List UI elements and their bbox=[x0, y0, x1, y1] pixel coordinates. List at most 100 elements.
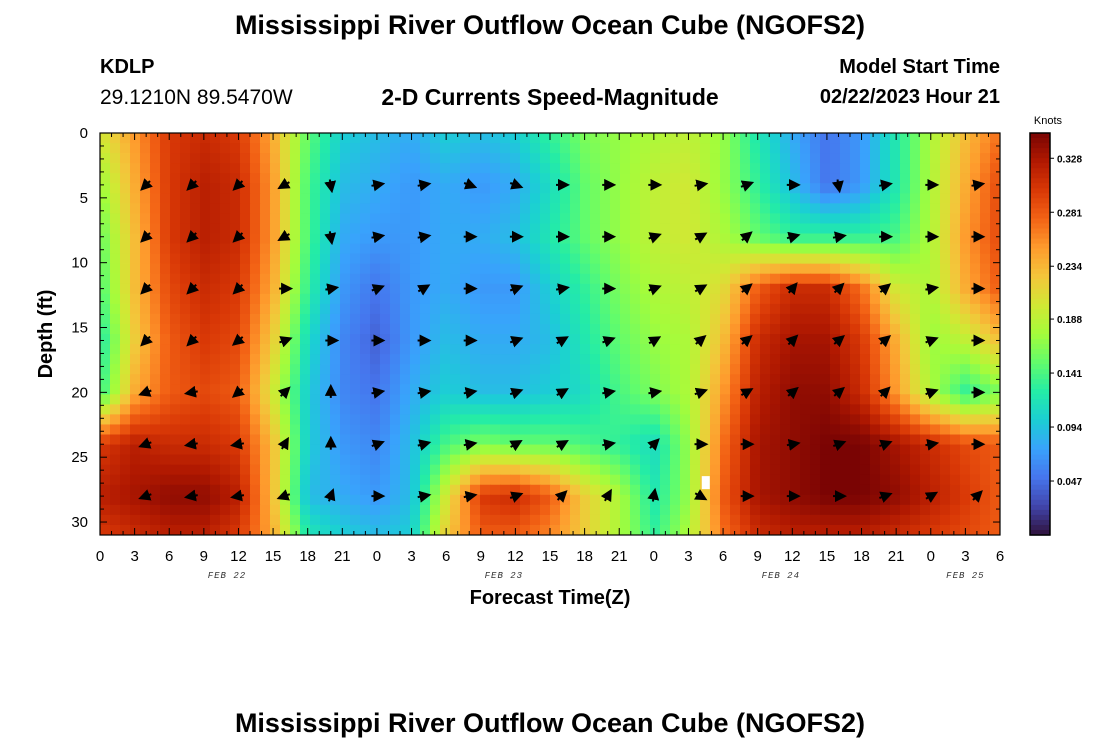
heatmap-cell bbox=[120, 394, 131, 405]
heatmap-cell bbox=[730, 133, 741, 144]
heatmap-cell bbox=[740, 243, 751, 255]
heatmap-cell bbox=[270, 153, 281, 164]
heatmap-cell bbox=[180, 404, 191, 415]
heatmap-cell bbox=[640, 504, 651, 516]
heatmap-cell bbox=[830, 344, 841, 355]
heatmap-cell bbox=[940, 153, 951, 164]
heatmap-cell bbox=[340, 334, 351, 345]
heatmap-cell bbox=[480, 313, 491, 325]
heatmap-cell bbox=[720, 233, 731, 245]
heatmap-cell bbox=[980, 183, 991, 194]
heatmap-cell bbox=[250, 364, 261, 375]
heatmap-cell bbox=[540, 163, 551, 174]
heatmap-cell bbox=[590, 223, 601, 235]
heatmap-cell bbox=[620, 323, 631, 335]
heatmap-cell bbox=[340, 344, 351, 355]
heatmap-cell bbox=[810, 444, 821, 456]
heatmap-cell bbox=[910, 283, 921, 295]
heatmap-cell bbox=[860, 524, 871, 535]
heatmap-cell bbox=[400, 163, 411, 174]
heatmap-cell bbox=[350, 143, 361, 154]
heatmap-cell bbox=[410, 524, 421, 535]
heatmap-cell bbox=[820, 153, 831, 164]
heatmap-cell bbox=[520, 384, 531, 395]
heatmap-cell bbox=[250, 354, 261, 365]
heatmap-cell bbox=[730, 494, 741, 506]
heatmap-cell bbox=[500, 424, 511, 436]
heatmap-cell bbox=[430, 384, 441, 395]
heatmap-cell bbox=[180, 263, 191, 275]
heatmap-cell bbox=[650, 313, 661, 325]
heatmap-cell bbox=[630, 143, 641, 154]
heatmap-cell bbox=[530, 514, 541, 526]
heatmap-cell bbox=[380, 394, 391, 405]
heatmap-cell bbox=[500, 133, 511, 144]
heatmap-cell bbox=[870, 213, 881, 225]
heatmap-cell bbox=[700, 133, 711, 144]
heatmap-cell bbox=[160, 494, 171, 506]
heatmap-cell bbox=[460, 223, 471, 235]
heatmap-cell bbox=[590, 334, 601, 345]
heatmap-cell bbox=[570, 364, 581, 375]
heatmap-cell bbox=[780, 303, 791, 315]
heatmap-cell bbox=[790, 464, 801, 476]
heatmap-cell bbox=[500, 414, 511, 426]
heatmap-cell bbox=[900, 313, 911, 325]
heatmap-cell bbox=[190, 323, 201, 335]
heatmap-cell bbox=[760, 444, 771, 456]
heatmap-cell bbox=[990, 514, 1000, 526]
heatmap-cell bbox=[590, 384, 601, 395]
heatmap-cell bbox=[980, 344, 991, 355]
heatmap-cell bbox=[600, 464, 611, 476]
heatmap-cell bbox=[710, 193, 721, 204]
heatmap-cell bbox=[810, 384, 821, 395]
heatmap-cell bbox=[690, 344, 701, 355]
heatmap-cell bbox=[930, 354, 941, 365]
colorbar-segment bbox=[1030, 213, 1050, 220]
heatmap-cell bbox=[170, 153, 181, 164]
heatmap-cell bbox=[200, 223, 211, 235]
heatmap-cell bbox=[770, 263, 781, 275]
heatmap-cell bbox=[890, 404, 901, 415]
heatmap-cell bbox=[720, 404, 731, 415]
heatmap-cell bbox=[450, 484, 461, 496]
heatmap-cell bbox=[640, 354, 651, 365]
heatmap-cell bbox=[110, 444, 121, 456]
heatmap-cell bbox=[280, 364, 291, 375]
heatmap-cell bbox=[350, 464, 361, 476]
heatmap-cell bbox=[550, 203, 561, 214]
heatmap-cell bbox=[530, 283, 541, 295]
heatmap-cell bbox=[340, 163, 351, 174]
heatmap-cell bbox=[170, 323, 181, 335]
heatmap-cell bbox=[570, 233, 581, 245]
heatmap-cell bbox=[470, 484, 481, 496]
heatmap-cell bbox=[300, 223, 311, 235]
heatmap-cell bbox=[120, 313, 131, 325]
heatmap-cell bbox=[590, 424, 601, 436]
heatmap-cell bbox=[450, 263, 461, 275]
heatmap-cell bbox=[840, 354, 851, 365]
heatmap-cell bbox=[940, 303, 951, 315]
heatmap-cell bbox=[280, 153, 291, 164]
heatmap-cell bbox=[120, 374, 131, 385]
heatmap-cell bbox=[920, 474, 931, 486]
heatmap-cell bbox=[730, 484, 741, 496]
heatmap-cell bbox=[340, 223, 351, 235]
heatmap-cell bbox=[230, 344, 241, 355]
heatmap-cell bbox=[760, 344, 771, 355]
heatmap-cell bbox=[370, 303, 381, 315]
heatmap-cell bbox=[460, 454, 471, 466]
heatmap-cell bbox=[900, 213, 911, 225]
heatmap-cell bbox=[620, 484, 631, 496]
heatmap-cell bbox=[700, 384, 711, 395]
colorbar-segment bbox=[1030, 303, 1050, 310]
heatmap-cell bbox=[750, 173, 761, 184]
heatmap-cell bbox=[120, 524, 131, 535]
heatmap-cell bbox=[690, 273, 701, 285]
heatmap-cell bbox=[930, 323, 941, 335]
heatmap-cell bbox=[900, 354, 911, 365]
heatmap-cell bbox=[110, 474, 121, 486]
heatmap-cell bbox=[550, 364, 561, 375]
heatmap-cell bbox=[880, 394, 891, 405]
heatmap-cell bbox=[310, 293, 321, 305]
